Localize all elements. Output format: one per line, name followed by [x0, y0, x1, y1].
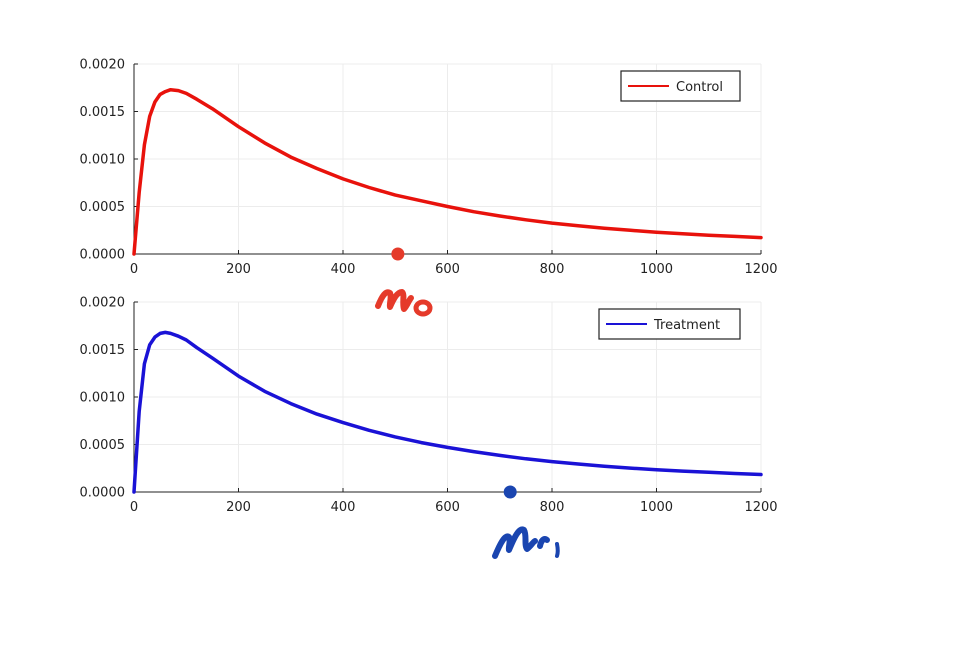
- x-tick-label: 0: [130, 262, 138, 277]
- annotation-dot: [503, 485, 517, 499]
- x-tick-label: 400: [331, 262, 356, 277]
- panel-control: 0 200 400 600 800 1000 1200 0.0000 0.0005 0.0010 0…: [80, 58, 778, 278]
- x-tick-label: 800: [540, 262, 565, 277]
- y-tick-label: 0.0020: [80, 296, 126, 311]
- legend-label: Control: [676, 80, 723, 95]
- x-tick-label: 1200: [744, 500, 777, 515]
- y-tick-label: 0.0015: [80, 105, 126, 120]
- handwritten-mu-one: [492, 526, 560, 559]
- legend-label: Treatment: [653, 318, 720, 333]
- x-tick-label: 800: [540, 500, 565, 515]
- x-tick-label: 0: [130, 500, 138, 515]
- y-tick-label: 0.0000: [80, 248, 126, 263]
- y-tick-label: 0.0020: [80, 58, 126, 73]
- legend: Control: [620, 70, 741, 102]
- y-tick-label: 0.0005: [80, 438, 126, 453]
- y-tick-label: 0.0005: [80, 200, 126, 215]
- x-tick-label: 600: [435, 262, 460, 277]
- handwritten-annotations: [375, 247, 560, 559]
- y-tick-label: 0.0000: [80, 486, 126, 501]
- legend: Treatment: [598, 308, 741, 340]
- y-tick-label: 0.0010: [80, 391, 126, 406]
- annotation-dot: [391, 247, 405, 261]
- x-tick-label: 200: [226, 500, 251, 515]
- series-line-control: [132, 87, 763, 256]
- x-tick-label: 1000: [640, 500, 673, 515]
- series-line-treatment: [132, 330, 763, 494]
- handwritten-mu-zero: [375, 289, 433, 317]
- y-tick-label: 0.0010: [80, 153, 126, 168]
- x-tick-label: 200: [226, 262, 251, 277]
- panel-treatment: 0 200 400 600 800 1000 1200 0.0000 0.0005 0.0010 0…: [80, 296, 778, 516]
- x-tick-label: 400: [331, 500, 356, 515]
- y-tick-label: 0.0015: [80, 343, 126, 358]
- x-tick-label: 1000: [640, 262, 673, 277]
- x-tick-label: 1200: [744, 262, 777, 277]
- x-tick-label: 600: [435, 500, 460, 515]
